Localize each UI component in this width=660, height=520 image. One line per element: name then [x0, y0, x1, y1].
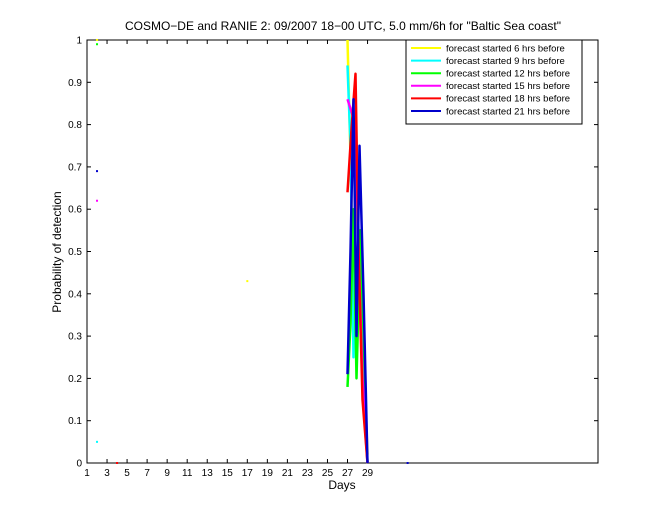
- y-tick-label: 1: [76, 36, 82, 47]
- y-tick-label: 0.2: [68, 374, 82, 385]
- y-tick-label: 0.9: [68, 78, 82, 89]
- y-tick-label: 0.6: [68, 205, 82, 216]
- x-tick-label: 27: [342, 468, 354, 479]
- series-point: [246, 280, 249, 283]
- series: [96, 97, 409, 464]
- x-tick-label: 17: [242, 468, 254, 479]
- y-tick-label: 0.4: [68, 289, 82, 300]
- legend-label: forecast started 12 hrs before: [446, 69, 570, 80]
- y-tick-label: 0.8: [68, 120, 82, 131]
- legend-label: forecast started 6 hrs before: [446, 43, 565, 54]
- legend-label: forecast started 18 hrs before: [446, 94, 570, 105]
- y-tick-label: 0.1: [68, 416, 82, 427]
- y-tick-label: 0.5: [68, 247, 82, 258]
- y-tick-label: 0: [76, 459, 82, 470]
- x-tick-label: 25: [322, 468, 334, 479]
- series-point: [116, 462, 119, 464]
- x-tick-label: 1: [84, 468, 90, 479]
- series: [116, 72, 369, 464]
- x-axis-label: Days: [328, 478, 355, 492]
- x-tick-label: 15: [222, 468, 234, 479]
- x-axis: 1 3 5 7 9 11 13 15 17 19 21 23 25 27 29: [84, 40, 374, 479]
- legend-label: forecast started 15 hrs before: [446, 81, 570, 92]
- series-point: [406, 462, 409, 464]
- series-point: [96, 199, 99, 202]
- series-point: [96, 440, 99, 443]
- legend: forecast started 6 hrs before forecast st…: [405, 39, 583, 125]
- x-tick-label: 29: [362, 468, 374, 479]
- chart-title: COSMO−DE and RANIE 2: 09/2007 18−00 UTC,…: [125, 19, 561, 33]
- y-axis: 0 0.1 0.2 0.3 0.4 0.5 0.6 0.7 0.8 0.9 1: [68, 36, 598, 470]
- x-tick-label: 5: [124, 468, 130, 479]
- legend-label: forecast started 21 hrs before: [446, 106, 570, 117]
- y-tick-label: 0.3: [68, 332, 82, 343]
- x-tick-label: 7: [144, 468, 150, 479]
- x-tick-label: 21: [282, 468, 294, 479]
- x-tick-label: 23: [302, 468, 314, 479]
- series-point: [96, 43, 99, 46]
- x-tick-label: 9: [164, 468, 170, 479]
- x-tick-label: 11: [182, 468, 193, 479]
- series-layer: [96, 39, 409, 464]
- y-tick-label: 0.7: [68, 162, 82, 173]
- series-point: [96, 39, 99, 41]
- series-point: [96, 170, 99, 173]
- y-axis-label: Probability of detection: [50, 191, 64, 312]
- x-tick-label: 13: [202, 468, 214, 479]
- series-line: [346, 97, 369, 464]
- legend-label: forecast started 9 hrs before: [446, 56, 565, 67]
- x-tick-label: 19: [262, 468, 274, 479]
- series-line: [346, 72, 369, 464]
- x-tick-label: 3: [104, 468, 110, 479]
